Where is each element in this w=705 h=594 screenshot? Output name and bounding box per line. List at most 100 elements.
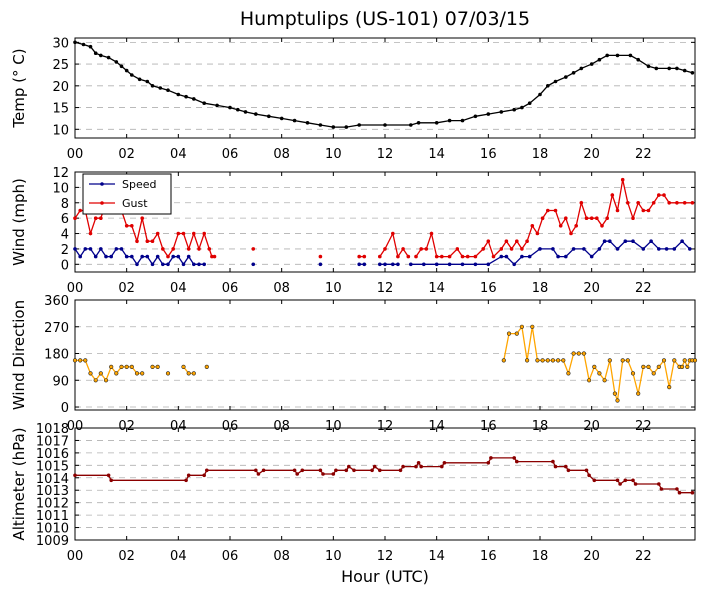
data-point [103, 378, 109, 383]
data-point [197, 262, 201, 267]
data-point [667, 385, 672, 390]
data-point [391, 231, 395, 236]
data-point [73, 40, 77, 45]
data-point [383, 247, 387, 251]
x-tick-label: 22 [635, 147, 652, 162]
data-point [378, 468, 382, 473]
data-point [119, 247, 124, 251]
x-tick-label: 00 [67, 549, 84, 564]
data-point [514, 331, 519, 336]
x-tick-label: 20 [583, 549, 600, 564]
data-point [279, 116, 284, 121]
data-point [574, 224, 578, 228]
data-point [540, 358, 545, 363]
legend-label-gust: Gust [122, 197, 148, 210]
data-point [197, 247, 201, 251]
data-point [130, 224, 134, 228]
data-point [558, 224, 563, 228]
data-point [119, 64, 124, 69]
data-point [592, 478, 597, 483]
data-point [564, 75, 568, 79]
data-point [192, 231, 196, 236]
x-tick-label: 02 [118, 281, 135, 296]
data-point [623, 478, 628, 483]
y-tick-label: 8 [61, 197, 69, 212]
data-point [661, 358, 667, 363]
data-point [597, 57, 602, 62]
data-point [680, 239, 684, 243]
data-point [362, 262, 367, 267]
data-point [114, 247, 119, 251]
data-point [556, 254, 560, 259]
y-tick-label: 1012 [36, 497, 69, 512]
data-point [416, 121, 421, 125]
data-point [553, 79, 558, 84]
y-tick-label: 6 [61, 212, 69, 227]
data-point [662, 193, 666, 197]
data-point [99, 53, 103, 58]
data-point [251, 247, 256, 251]
legend-box [82, 173, 172, 215]
x-tick-label: 18 [532, 147, 549, 162]
data-point [551, 459, 555, 464]
data-point [166, 262, 170, 267]
data-point [582, 247, 586, 251]
data-point [499, 110, 504, 114]
data-point [150, 364, 155, 370]
data-point [447, 118, 452, 123]
data-point [501, 358, 506, 363]
data-point [597, 247, 602, 251]
data-point [564, 254, 568, 259]
data-point [576, 351, 581, 356]
data-point [656, 364, 661, 370]
data-point [78, 358, 83, 363]
legend-label-speed: Speed [122, 178, 156, 191]
data-point [362, 254, 367, 259]
x-tick-label: 08 [273, 419, 290, 434]
data-point [150, 84, 155, 88]
data-point [602, 378, 607, 383]
data-point [605, 216, 609, 220]
data-point [416, 461, 421, 465]
data-point [512, 456, 516, 460]
data-point [473, 114, 478, 119]
x-tick-label: 02 [118, 419, 135, 434]
y-tick-label: 10 [52, 181, 69, 196]
data-point [618, 482, 622, 486]
data-point [589, 62, 594, 66]
data-point [579, 66, 584, 71]
data-point [135, 239, 139, 243]
x-tick-label: 04 [170, 147, 187, 162]
data-point [499, 254, 504, 259]
data-point [401, 464, 405, 469]
data-point [512, 107, 516, 112]
y-axis-label: Temp (° C) [10, 48, 28, 128]
panel-3: 0 90 180 270 360 00 02 04 06 08 10 12 14 16 18 20 22 Wind… [10, 294, 698, 434]
data-point [615, 398, 620, 403]
data-point [130, 73, 134, 77]
data-point [636, 391, 641, 396]
y-tick-label: 1014 [36, 472, 69, 487]
data-point [473, 254, 478, 259]
data-point [88, 247, 93, 251]
x-tick-label: 12 [377, 147, 394, 162]
data-point [584, 216, 589, 220]
axes-frame [74, 37, 696, 139]
data-point [545, 358, 550, 363]
data-point [251, 262, 256, 267]
data-point [99, 216, 103, 220]
data-point [161, 262, 165, 267]
y-tick-label: 360 [44, 294, 69, 309]
data-point [109, 254, 113, 259]
data-point [675, 487, 679, 491]
x-tick-label: 16 [480, 549, 497, 564]
y-axis-label: Wind Direction [10, 300, 28, 410]
data-point [672, 358, 677, 363]
data-point [192, 97, 196, 101]
series-line-1 [74, 41, 693, 128]
data-point [538, 247, 542, 251]
data-point [659, 487, 664, 491]
legend-swatch-marker [100, 182, 104, 186]
data-point [566, 468, 571, 473]
series-line-1 [503, 325, 695, 401]
